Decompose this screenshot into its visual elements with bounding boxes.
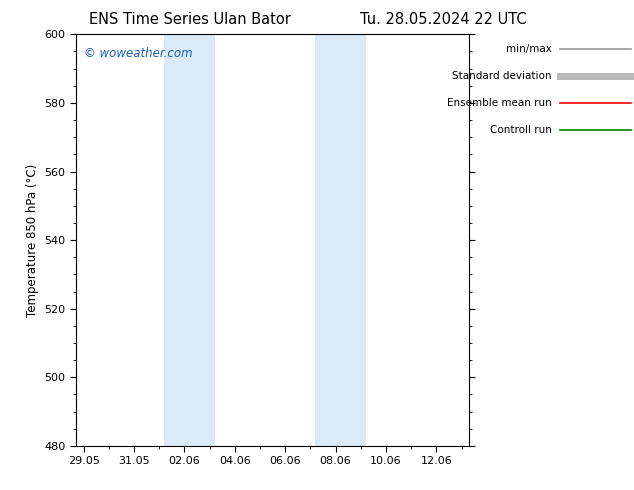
Bar [164,34,215,446]
Text: ENS Time Series Ulan Bator: ENS Time Series Ulan Bator [89,12,291,27]
Text: © woweather.com: © woweather.com [84,47,193,60]
Y-axis label: Temperature 850 hPa (°C): Temperature 850 hPa (°C) [26,164,39,317]
Text: Ensemble mean run: Ensemble mean run [447,98,552,108]
Text: Standard deviation: Standard deviation [452,71,552,81]
Text: Controll run: Controll run [489,125,552,135]
Bar [316,34,366,446]
Text: Tu. 28.05.2024 22 UTC: Tu. 28.05.2024 22 UTC [361,12,527,27]
Text: min/max: min/max [506,44,552,54]
